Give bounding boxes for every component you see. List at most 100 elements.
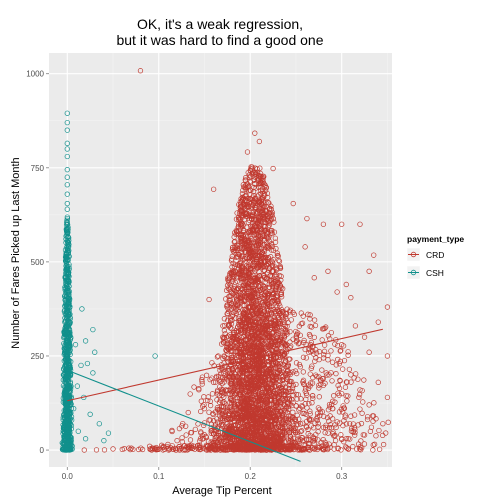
- data-point: [273, 283, 280, 290]
- data-point: [269, 227, 275, 234]
- data-point: [240, 385, 246, 392]
- data-point: [357, 221, 363, 227]
- data-point: [176, 425, 183, 432]
- data-point: [240, 201, 246, 207]
- data-point: [310, 375, 316, 381]
- data-point: [231, 230, 238, 236]
- data-point: [239, 374, 246, 380]
- data-point: [269, 330, 276, 336]
- data-point: [342, 412, 348, 418]
- data-point: [371, 400, 377, 406]
- data-point: [257, 173, 264, 179]
- data-point: [221, 328, 228, 334]
- data-point: [235, 417, 241, 423]
- data-point: [259, 196, 265, 202]
- data-point: [330, 398, 336, 404]
- data-point: [272, 420, 279, 426]
- data-point: [222, 409, 229, 416]
- data-point: [257, 233, 263, 239]
- data-point: [284, 376, 290, 383]
- data-point: [272, 235, 279, 241]
- data-point: [221, 354, 228, 360]
- data-point: [299, 435, 306, 441]
- data-point: [343, 281, 349, 288]
- data-point: [284, 371, 290, 377]
- data-point: [303, 411, 309, 417]
- data-point: [364, 414, 371, 420]
- data-point: [248, 216, 255, 222]
- data-point: [256, 207, 262, 213]
- data-point: [345, 446, 351, 452]
- data-point: [241, 246, 247, 252]
- data-point: [326, 401, 333, 408]
- data-point: [283, 417, 289, 423]
- data-point: [237, 221, 244, 227]
- data-point: [229, 256, 235, 262]
- data-point: [307, 312, 313, 318]
- data-point: [337, 358, 344, 364]
- data-point: [231, 247, 237, 253]
- data-point: [253, 376, 259, 383]
- data-point: [371, 252, 377, 258]
- data-point: [217, 397, 224, 403]
- data-point: [278, 273, 284, 279]
- data-point: [376, 446, 383, 452]
- data-point: [240, 283, 246, 289]
- data-point: [234, 422, 241, 429]
- data-point: [250, 202, 256, 208]
- data-point: [224, 437, 231, 443]
- data-point: [237, 416, 243, 422]
- data-point: [219, 435, 225, 441]
- data-point: [248, 419, 255, 426]
- data-point: [321, 348, 328, 354]
- data-point: [294, 443, 300, 450]
- data-point: [221, 415, 227, 421]
- data-point: [247, 439, 253, 445]
- data-point: [361, 441, 368, 447]
- data-point: [237, 342, 244, 348]
- data-point: [235, 376, 241, 382]
- data-point: [176, 443, 182, 450]
- data-point: [284, 331, 290, 337]
- data-point: [230, 271, 236, 277]
- data-point: [268, 333, 275, 340]
- data-point: [245, 422, 251, 429]
- data-point: [295, 392, 301, 398]
- data-point: [184, 447, 191, 453]
- data-point: [264, 300, 270, 307]
- data-point: [258, 251, 264, 257]
- data-point: [364, 416, 371, 423]
- data-point: [250, 416, 256, 423]
- data-point: [219, 417, 226, 423]
- data-point: [247, 391, 254, 397]
- data-point: [224, 302, 231, 308]
- data-point: [322, 430, 328, 436]
- data-point: [228, 380, 234, 387]
- data-point: [297, 421, 304, 427]
- y-tick-label: 1000: [26, 70, 44, 79]
- data-point: [257, 213, 264, 220]
- data-point: [237, 349, 244, 356]
- data-point: [260, 315, 266, 321]
- data-point: [376, 427, 382, 434]
- data-point: [332, 433, 338, 439]
- data-point: [309, 445, 316, 451]
- data-point: [238, 404, 244, 411]
- data-point: [220, 367, 226, 373]
- data-point: [248, 213, 254, 219]
- data-point: [312, 358, 318, 364]
- data-point: [240, 289, 246, 296]
- data-point: [254, 209, 260, 215]
- data-point: [314, 373, 320, 380]
- data-point: [405, 443, 410, 448]
- data-point: [130, 446, 136, 452]
- data-point: [139, 446, 146, 453]
- data-point: [229, 253, 235, 260]
- data-point: [276, 257, 282, 264]
- data-point: [296, 361, 303, 368]
- data-point: [277, 263, 283, 270]
- data-point: [345, 352, 351, 358]
- data-point: [223, 374, 229, 380]
- data-point: [282, 388, 288, 394]
